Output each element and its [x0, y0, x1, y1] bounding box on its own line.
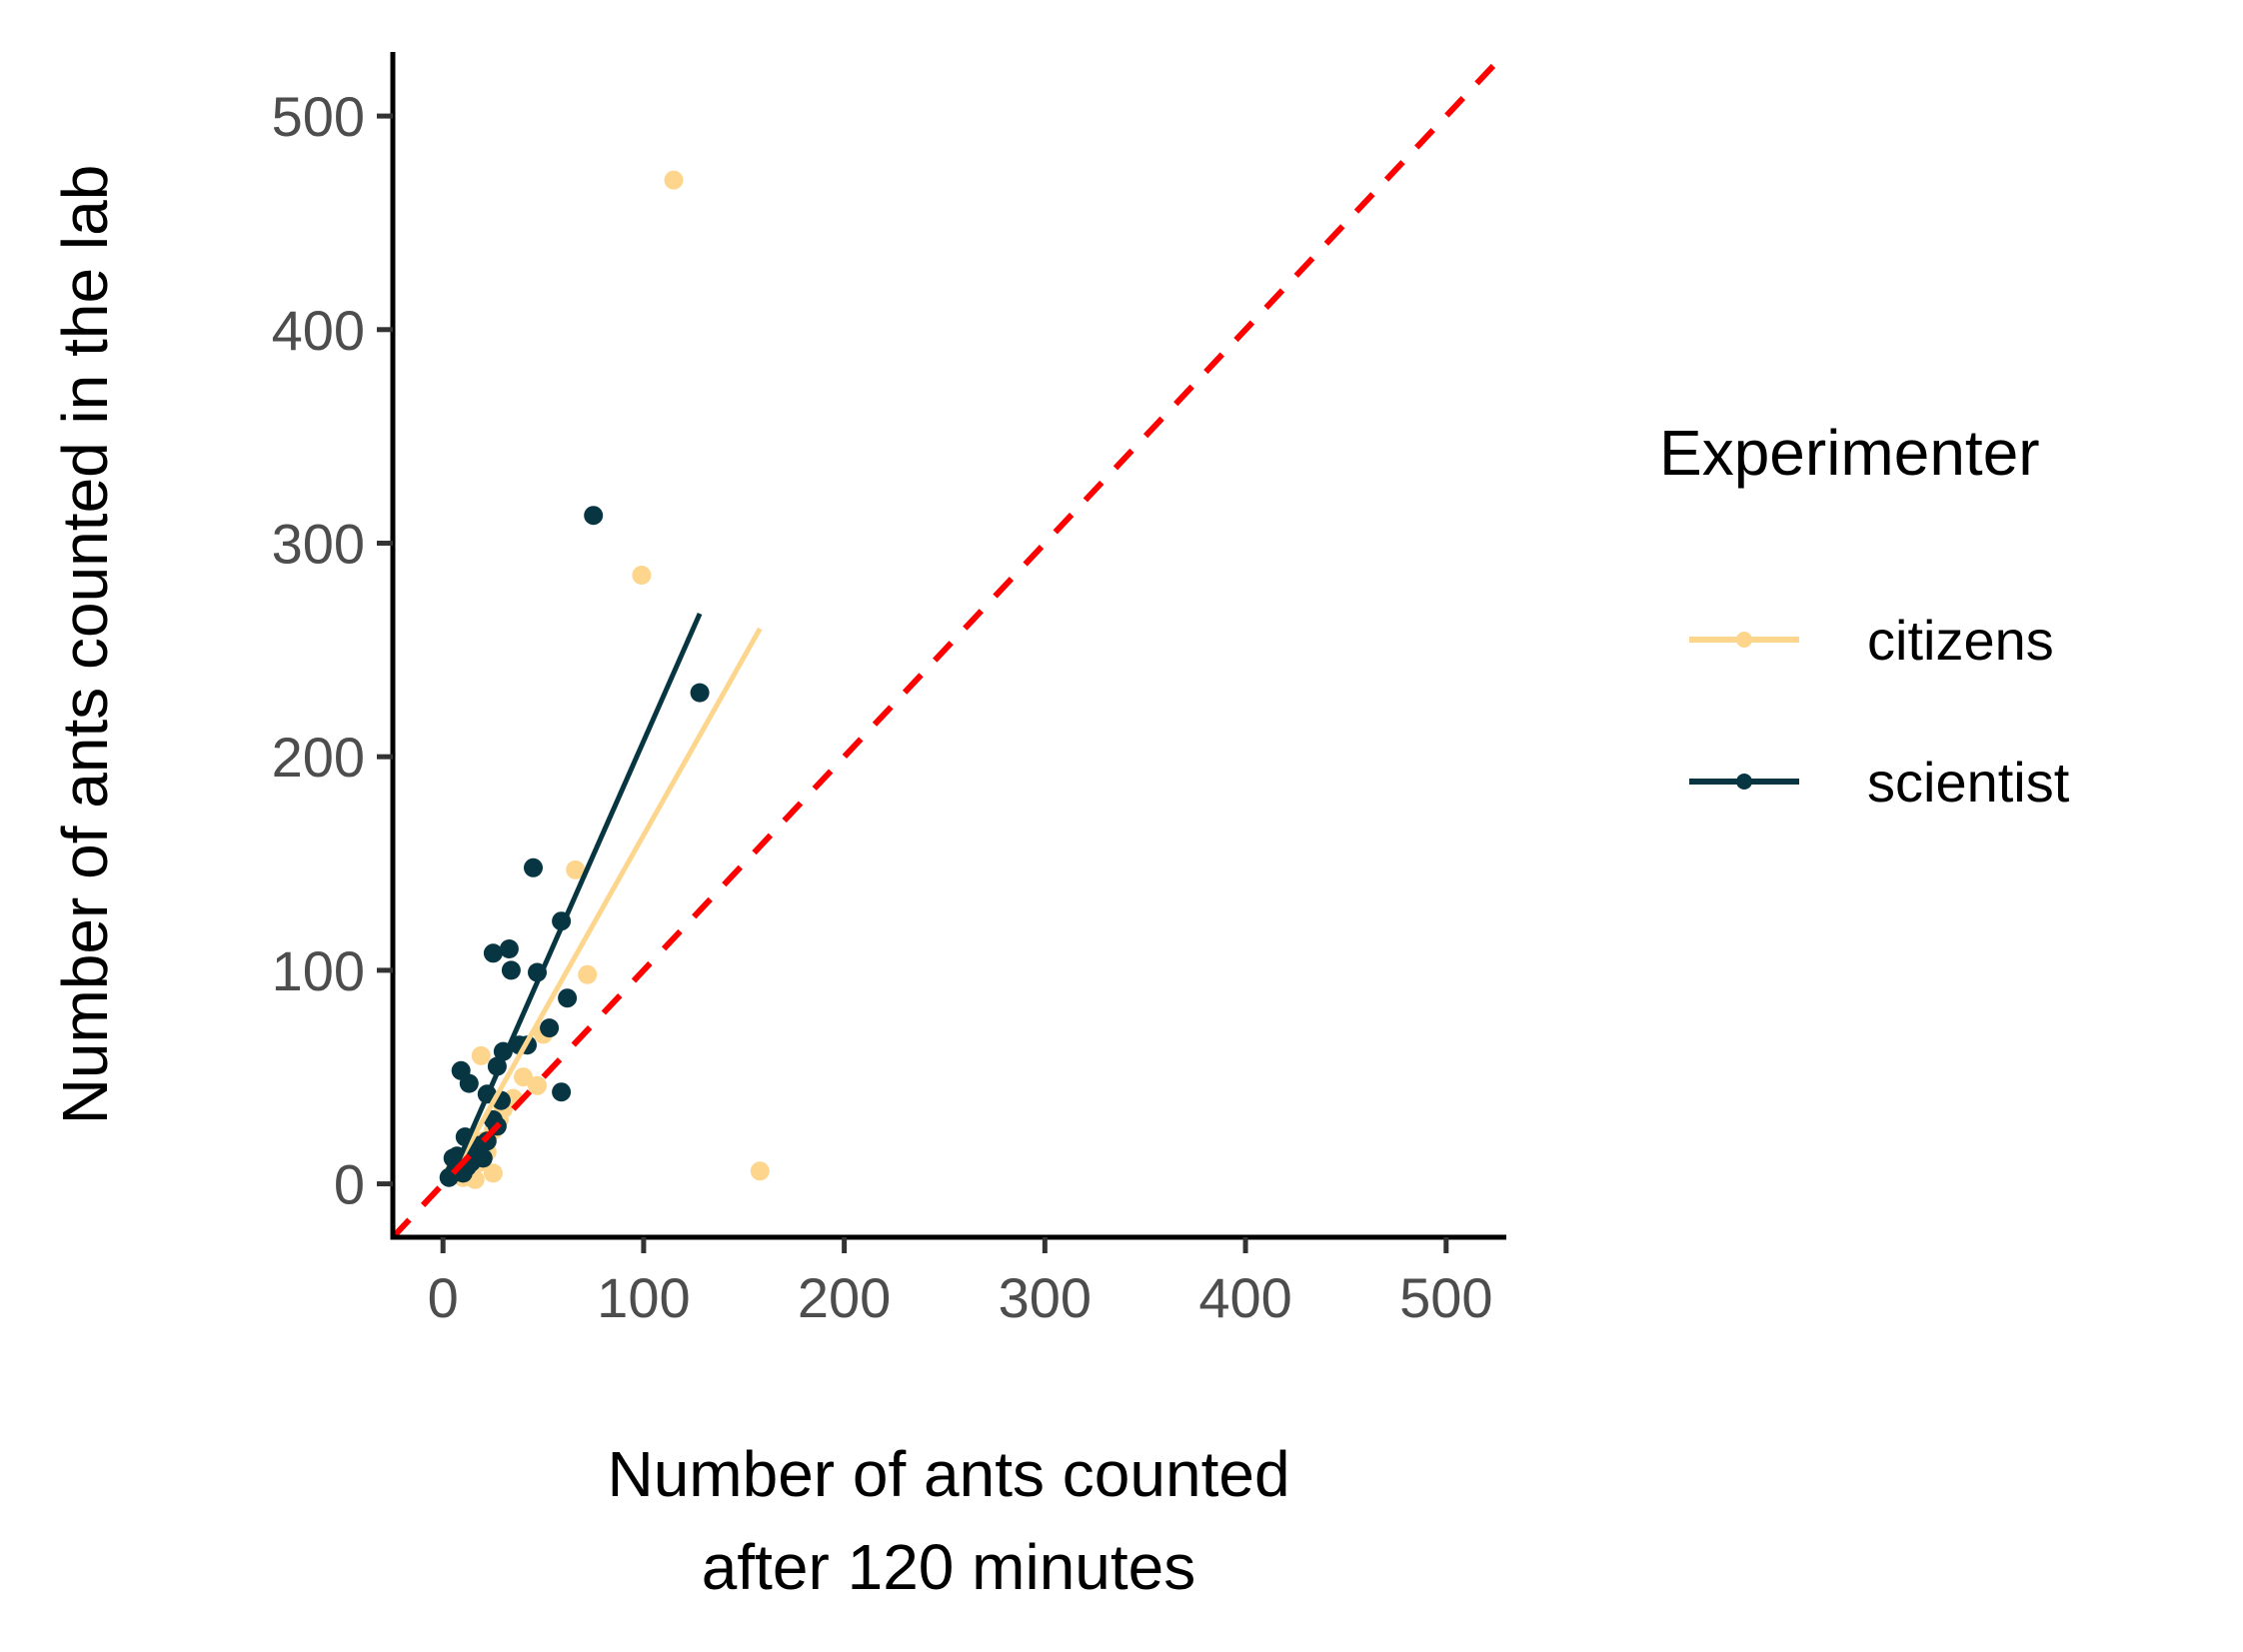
legend-entry-scientist: scientist — [1689, 751, 2070, 814]
legend: Experimenter citizens scientist — [1659, 417, 2070, 814]
point-citizens-5 — [471, 1045, 491, 1065]
y-tick-label-0: 0 — [334, 1153, 365, 1216]
x-axis-title-line-2: after 120 minutes — [702, 1531, 1196, 1603]
point-scientist-6 — [501, 960, 521, 980]
legend-label-citizens: citizens — [1867, 609, 2054, 672]
point-scientist-16 — [552, 1082, 572, 1102]
x-axis-title-line-1: Number of ants counted — [607, 1438, 1289, 1510]
legend-key-point-citizens — [1736, 632, 1752, 648]
ticks-layer: 0 100 200 300 400 500 0 100 200 300 400 500 — [272, 85, 1493, 1329]
point-citizens-6 — [528, 1075, 547, 1095]
y-tick-label-300: 300 — [272, 512, 365, 575]
point-scientist-5 — [499, 939, 519, 958]
point-citizens-13 — [483, 1163, 503, 1183]
x-tick-label-0: 0 — [428, 1266, 459, 1329]
y-tick-label-400: 400 — [272, 299, 365, 362]
x-tick-label-400: 400 — [1198, 1266, 1291, 1329]
point-scientist-1 — [690, 683, 710, 703]
point-scientist-2 — [524, 857, 543, 877]
x-tick-label-500: 500 — [1399, 1266, 1492, 1329]
point-citizens-4 — [578, 964, 598, 984]
y-tick-label-500: 500 — [272, 85, 365, 148]
point-scientist-9 — [540, 1018, 560, 1038]
legend-title: Experimenter — [1659, 417, 2040, 489]
point-scientist-15 — [459, 1073, 479, 1093]
x-tick-label-300: 300 — [999, 1266, 1092, 1329]
y-tick-label-100: 100 — [272, 939, 365, 1002]
x-tick-label-100: 100 — [597, 1266, 690, 1329]
fit-line-scientist — [450, 613, 703, 1174]
series-citizens-points — [443, 170, 770, 1189]
point-citizens-1 — [632, 566, 652, 585]
x-tick-label-200: 200 — [798, 1266, 891, 1329]
legend-entry-citizens: citizens — [1689, 609, 2054, 672]
data-layer — [390, 49, 1509, 1240]
point-citizens-3 — [566, 859, 586, 879]
point-scientist-4 — [483, 943, 503, 963]
legend-label-scientist: scientist — [1867, 751, 2070, 814]
point-citizens-2 — [750, 1161, 770, 1181]
point-scientist-8 — [558, 988, 578, 1008]
axes-layer — [390, 52, 1506, 1240]
reference-line-identity — [390, 49, 1509, 1240]
y-axis-title: Number of ants counted in the lab — [49, 165, 121, 1125]
fit-line-citizens — [451, 627, 763, 1175]
y-tick-label-200: 200 — [272, 726, 365, 789]
point-citizens-0 — [664, 170, 684, 190]
legend-key-point-scientist — [1736, 774, 1752, 790]
point-citizens-19 — [514, 1067, 533, 1087]
point-scientist-0 — [584, 506, 604, 526]
series-scientist-points — [439, 506, 710, 1187]
